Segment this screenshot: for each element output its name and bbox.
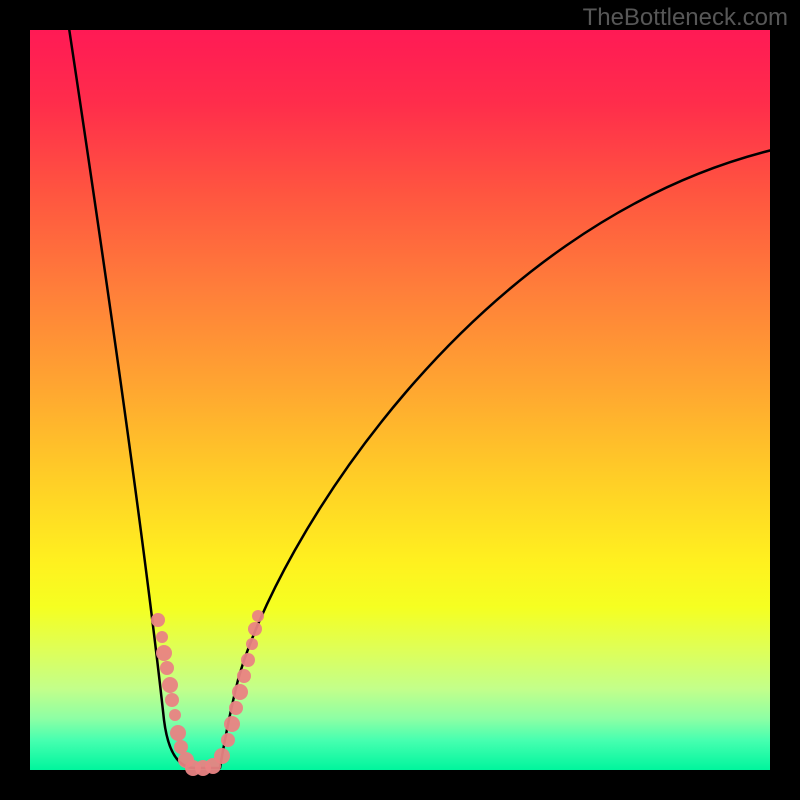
chart-stage: TheBottleneck.com [0,0,800,800]
gradient-background [0,0,800,800]
